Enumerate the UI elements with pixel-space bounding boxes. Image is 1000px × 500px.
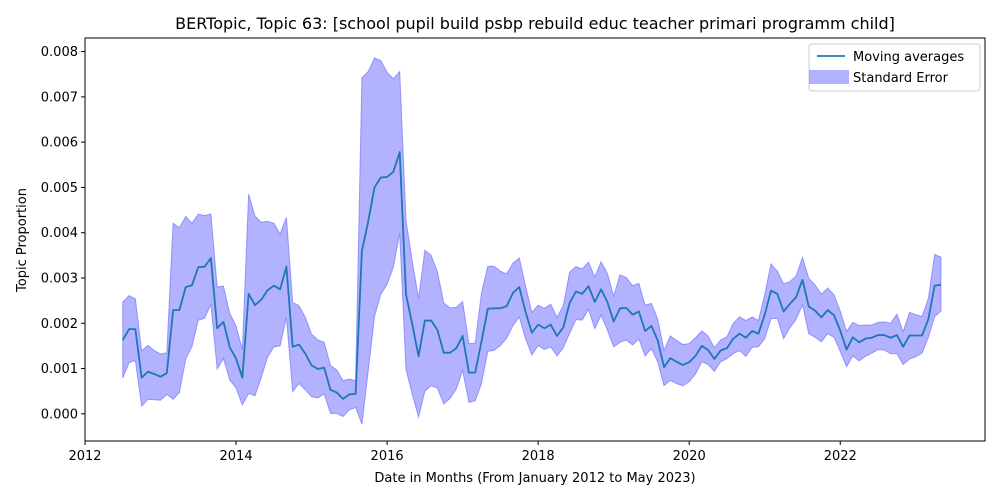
y-tick-label: 0.007	[41, 90, 78, 105]
x-axis: 2012 2014 2016 2018 2020 2022	[68, 441, 857, 464]
y-tick-label: 0.008	[41, 45, 78, 60]
legend-entry-moving-averages: Moving averages	[853, 50, 964, 65]
x-axis-label: Date in Months (From January 2012 to May…	[374, 471, 695, 486]
y-axis: 0.000 0.001 0.002 0.003 0.004 0.005 0.006 0.007…	[41, 45, 85, 422]
legend: Moving averages Standard Error	[808, 43, 981, 92]
moving-average-line	[121, 151, 942, 400]
chart-title: BERTopic, Topic 63: [school pupil build …	[175, 14, 895, 33]
x-tick-label: 2012	[68, 449, 101, 464]
y-tick-label: 0.006	[41, 136, 78, 151]
legend-entry-standard-error: Standard Error	[853, 71, 949, 86]
plot-frame	[84, 37, 986, 442]
x-tick-label: 2016	[371, 449, 404, 464]
x-tick-label: 2014	[220, 449, 253, 464]
y-tick-label: 0.002	[41, 317, 78, 332]
y-axis-label: Topic Proportion	[15, 188, 30, 293]
legend-band-swatch	[809, 70, 849, 84]
x-tick-label: 2018	[522, 449, 555, 464]
moving-average-line-layer	[121, 151, 942, 400]
x-tick-label: 2020	[673, 449, 706, 464]
standard-error-band	[122, 57, 942, 425]
standard-error-band-layer	[122, 57, 942, 425]
x-tick-label: 2022	[824, 449, 857, 464]
legend-box	[808, 43, 981, 92]
y-tick-label: 0.001	[41, 362, 78, 377]
y-tick-label: 0.004	[41, 226, 78, 241]
y-tick-label: 0.003	[41, 271, 78, 286]
y-tick-label: 0.000	[41, 407, 78, 422]
y-tick-label: 0.005	[41, 181, 78, 196]
